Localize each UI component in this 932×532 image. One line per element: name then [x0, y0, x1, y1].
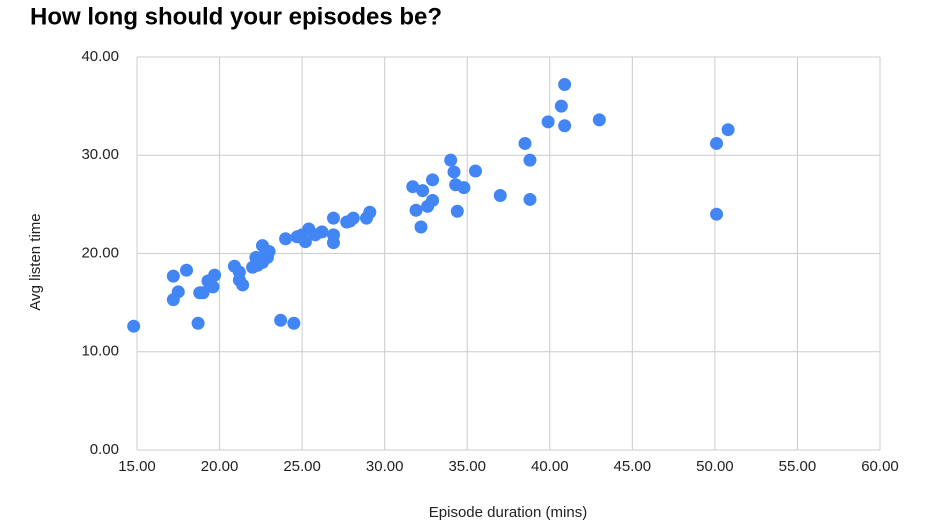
x-tick-label: 15.00 — [118, 458, 156, 475]
point — [541, 115, 555, 129]
y-tick-label: 20.00 — [81, 244, 119, 261]
point — [208, 268, 222, 282]
x-tick-label: 50.00 — [696, 458, 734, 475]
point — [166, 293, 180, 307]
point — [426, 193, 440, 207]
x-tick-label: 60.00 — [861, 458, 899, 475]
x-tick-label: 45.00 — [614, 458, 652, 475]
point — [710, 207, 724, 221]
point — [287, 316, 301, 330]
point — [523, 192, 537, 206]
point — [326, 211, 340, 225]
x-tick-label: 30.00 — [366, 458, 404, 475]
point — [206, 280, 220, 294]
point — [326, 236, 340, 250]
point — [295, 228, 309, 242]
chart-title: How long should your episodes be? — [30, 3, 442, 30]
point — [180, 263, 194, 277]
point — [450, 204, 464, 218]
y-axis-label: Avg listen time — [27, 213, 44, 310]
point — [710, 136, 724, 150]
point — [457, 181, 471, 195]
point — [196, 286, 210, 300]
point — [426, 173, 440, 187]
point — [416, 184, 430, 198]
x-tick-label: 55.00 — [779, 458, 817, 475]
point — [127, 319, 141, 333]
point — [447, 165, 461, 179]
point — [279, 232, 293, 246]
point — [406, 180, 420, 194]
point — [414, 220, 428, 234]
point — [721, 123, 735, 137]
point — [236, 278, 250, 292]
y-tick-label: 0.00 — [90, 441, 119, 458]
point — [554, 99, 568, 113]
y-tick-label: 40.00 — [81, 48, 119, 65]
point — [343, 214, 357, 228]
point — [274, 313, 288, 327]
point — [315, 225, 329, 239]
point — [191, 316, 205, 330]
point — [260, 250, 274, 264]
y-tick-label: 10.00 — [81, 343, 119, 360]
point — [363, 205, 377, 219]
y-tick-label: 30.00 — [81, 146, 119, 163]
point — [592, 113, 606, 127]
x-tick-label: 25.00 — [283, 458, 321, 475]
point — [166, 269, 180, 283]
point — [523, 153, 537, 167]
x-tick-label: 20.00 — [201, 458, 239, 475]
point — [409, 203, 423, 217]
point — [558, 78, 572, 92]
point — [468, 164, 482, 178]
x-tick-label: 35.00 — [448, 458, 486, 475]
point — [518, 136, 532, 150]
point — [558, 119, 572, 133]
point — [493, 189, 507, 203]
x-tick-label: 40.00 — [531, 458, 569, 475]
point — [444, 153, 458, 167]
x-axis-label: Episode duration (mins) — [429, 504, 587, 521]
